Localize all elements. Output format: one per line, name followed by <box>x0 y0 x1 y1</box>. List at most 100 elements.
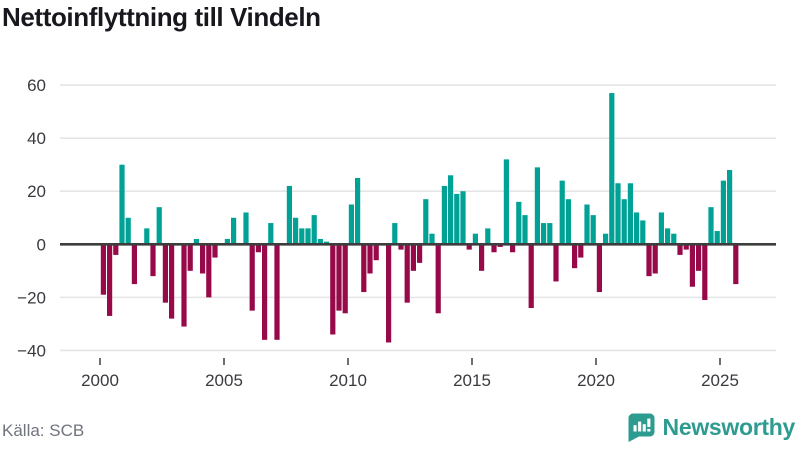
bar <box>367 244 373 274</box>
bar <box>193 238 199 245</box>
bar <box>249 244 255 311</box>
bar <box>119 164 125 245</box>
bar <box>665 228 671 245</box>
bar <box>429 233 435 245</box>
bar <box>516 201 522 245</box>
bar <box>181 244 187 327</box>
bar <box>510 244 516 253</box>
bar <box>640 220 646 245</box>
y-tick-label: 20 <box>27 182 46 201</box>
bar <box>113 244 119 255</box>
bar <box>131 244 137 285</box>
chart-canvas: 60 40 20 0 −20 −40 2000 2005 2010 2015 2020 2025 <box>17 76 776 390</box>
bar <box>702 244 708 301</box>
bar <box>720 180 726 245</box>
bar <box>317 238 323 245</box>
bar <box>714 231 720 245</box>
bar <box>609 93 615 245</box>
x-tick-label: 2015 <box>453 371 491 390</box>
bar <box>727 170 733 245</box>
bar <box>503 159 509 245</box>
bar <box>200 244 206 274</box>
bar <box>392 223 398 245</box>
y-tick-label: −20 <box>17 288 46 307</box>
bar <box>584 204 590 245</box>
bar <box>268 223 274 245</box>
bar <box>311 215 317 245</box>
bar <box>262 244 268 340</box>
bar <box>293 217 299 245</box>
bar <box>696 244 702 271</box>
bar <box>187 244 193 271</box>
bar <box>534 167 540 245</box>
bar <box>491 244 497 253</box>
x-tick-label: 2020 <box>577 371 615 390</box>
bar <box>627 183 633 245</box>
bar <box>559 180 565 245</box>
bar <box>565 199 571 245</box>
bar <box>454 193 460 245</box>
bar <box>689 244 695 287</box>
source-note: Källa: SCB <box>2 421 85 440</box>
newsworthy-logo: Newsworthy <box>626 412 795 443</box>
bar <box>652 244 658 274</box>
newsworthy-logo-icon <box>628 413 655 442</box>
bar <box>150 244 156 277</box>
bar <box>330 244 336 335</box>
bar <box>348 204 354 245</box>
bar <box>274 244 280 340</box>
bar <box>435 244 441 314</box>
y-tick-label: 40 <box>27 129 46 148</box>
bar <box>472 233 478 245</box>
bar <box>634 212 640 245</box>
bar <box>107 244 113 316</box>
y-tick-label: 60 <box>27 76 46 95</box>
bar <box>590 215 596 245</box>
bar <box>479 244 485 271</box>
bar <box>423 199 429 245</box>
bar <box>677 244 683 255</box>
bar <box>386 244 392 343</box>
bar <box>231 217 237 245</box>
bar <box>522 215 528 245</box>
x-tick-label: 2005 <box>205 371 243 390</box>
bar <box>404 244 410 303</box>
x-tick-label: 2000 <box>81 371 119 390</box>
bar <box>373 244 379 261</box>
bar <box>541 223 547 245</box>
chart-title: Nettoinflyttning till Vindeln <box>2 2 321 32</box>
y-tick-label: 0 <box>37 235 46 254</box>
bar <box>361 244 367 293</box>
bar <box>671 233 677 245</box>
bar <box>299 228 305 245</box>
bar <box>460 191 466 245</box>
bar <box>243 212 249 245</box>
bar <box>683 244 689 250</box>
bar <box>733 244 739 285</box>
bar <box>572 244 578 269</box>
bar-chart: 60 40 20 0 −20 −40 2000 2005 2010 2015 2020 2025 <box>0 55 800 400</box>
bar <box>547 223 553 245</box>
bar <box>324 241 330 245</box>
bar <box>305 228 311 245</box>
bar <box>448 175 454 245</box>
bar <box>417 244 423 263</box>
bar <box>646 244 652 277</box>
bar <box>485 228 491 245</box>
bar <box>156 207 162 245</box>
bar <box>355 177 361 245</box>
bar <box>286 185 292 245</box>
bar <box>206 244 212 298</box>
bar <box>212 244 218 258</box>
bar <box>708 207 714 245</box>
bar <box>162 244 168 303</box>
x-tick-label: 2025 <box>701 371 739 390</box>
bar <box>255 244 261 253</box>
bar <box>578 244 584 258</box>
bar <box>100 244 106 295</box>
bar <box>615 183 621 245</box>
bar <box>410 244 416 271</box>
bar <box>553 244 559 282</box>
bar <box>658 212 664 245</box>
